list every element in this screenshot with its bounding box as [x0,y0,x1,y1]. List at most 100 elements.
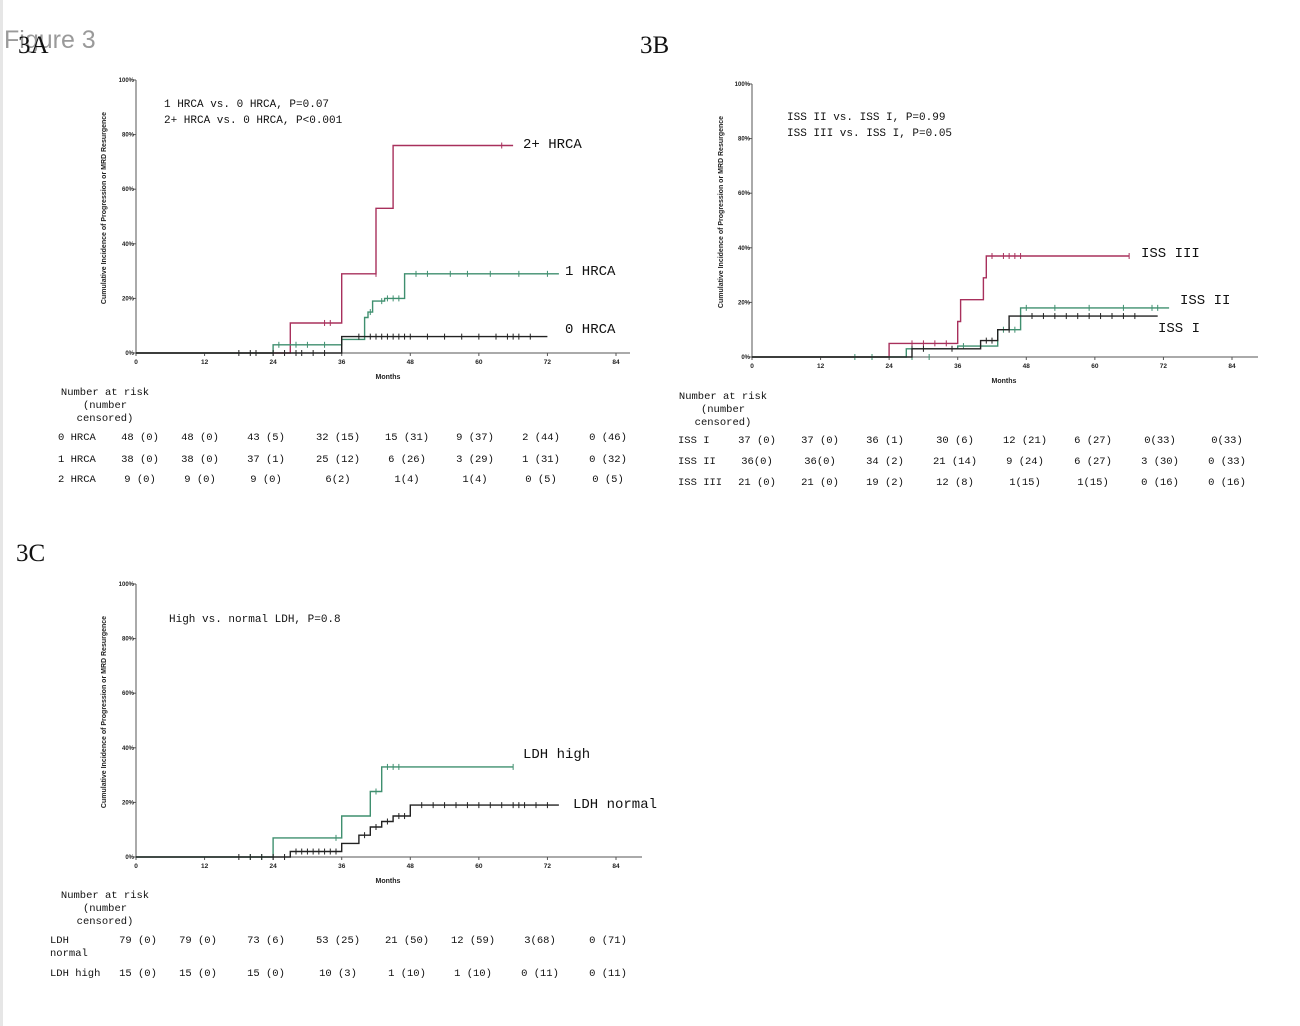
x-tick-label-3c: 60 [475,863,483,870]
risk-cell-3c: 21 (50) [384,935,430,947]
risk-cell-3b: 0 (16) [1208,477,1246,489]
y-axis-label-3a: Cumulative Incidence of Progression or M… [101,112,108,304]
series-line-3b-1 [752,307,1170,358]
risk-cell-3b: 0(33) [1144,435,1176,447]
x-tick-label-3c: 72 [544,863,552,870]
x-tick-label-3b: 0 [750,363,754,370]
p-value-annotation-3c: High vs. normal LDH, P=0.8 [169,614,341,626]
risk-cell-3b: 1(15) [1009,477,1041,489]
series-label-3a-1: 1 HRCA [565,264,616,280]
y-tick-label-3b: 40% [738,246,751,252]
risk-cell-3a: 0 (32) [589,454,627,466]
risk-cell-3b: 21 (0) [738,477,776,489]
y-tick-label-3c: 40% [122,746,135,752]
risk-cell-3c: 15 (0) [179,968,217,980]
risk-cell-3a: 9 (0) [124,474,156,486]
risk-cell-3c: 10 (3) [319,968,357,980]
x-axis-label-3c: Months [376,878,401,885]
risk-row-label-3b: ISS III [678,477,723,489]
y-tick-label-3b: 20% [738,300,751,306]
risk-cell-3a: 1(4) [394,474,420,486]
risk-cell-3c: 0 (71) [589,935,627,947]
page-left-border [0,0,3,1026]
series-label-3c-1: LDH normal [573,797,657,813]
series-label-3a-2: 0 HRCA [565,322,616,338]
risk-cell-3c: 79 (0) [179,935,217,947]
risk-cell-3b: 36 (1) [866,435,904,447]
series-line-3c-1 [136,804,559,858]
risk-cell-3b: 0(33) [1211,435,1243,447]
y-axis-label-3c: Cumulative Incidence of Progression or M… [101,616,108,808]
risk-cell-3a: 3 (29) [456,454,494,466]
risk-cell-3a: 43 (5) [247,432,285,444]
x-tick-label-3c: 36 [338,863,346,870]
risk-row-label-3b: ISS I [678,435,710,447]
risk-cell-3b: 34 (2) [866,456,904,468]
risk-row-label-3a: 0 HRCA [58,432,96,444]
p-value-annotation-3b: ISS III vs. ISS I, P=0.05 [787,128,952,140]
series-line-3c-0 [136,766,514,858]
x-tick-label-3c: 84 [612,863,620,870]
x-tick-label-3c: 0 [134,863,138,870]
y-tick-label-3b: 100% [735,82,751,88]
p-value-annotation-3a: 2+ HRCA vs. 0 HRCA, P<0.001 [164,115,343,127]
risk-cell-3a: 37 (1) [247,454,285,466]
risk-cell-3c: 0 (11) [521,968,559,980]
x-tick-label-3b: 60 [1091,363,1099,370]
risk-row-label-3c: LDH normal [50,935,88,960]
risk-cell-3c: 53 (25) [315,935,361,947]
risk-cell-3b: 30 (6) [936,435,974,447]
risk-cell-3a: 15 (31) [384,432,430,444]
series-label-3c-0: LDH high [523,747,590,763]
x-tick-label-3a: 84 [612,359,620,366]
y-tick-label-3c: 20% [122,800,135,806]
series-label-3a-0: 2+ HRCA [523,137,582,153]
risk-cell-3a: 6(2) [325,474,351,486]
x-tick-label-3a: 48 [407,359,415,366]
y-tick-label-3c: 0% [125,855,134,861]
panel-label-3b: 3B [640,32,670,59]
x-tick-label-3a: 24 [270,359,278,366]
y-axis-label-3b: Cumulative Incidence of Progression or M… [718,116,725,308]
risk-row-label-3c: LDH high [50,968,101,980]
x-tick-label-3a: 60 [475,359,483,366]
risk-cell-3c: 73 (6) [247,935,285,947]
series-label-3b-1: ISS II [1180,293,1230,309]
risk-cell-3b: 36(0) [741,456,773,468]
risk-cell-3a: 9 (0) [250,474,282,486]
risk-cell-3a: 1 (31) [522,454,560,466]
y-tick-label-3a: 20% [122,296,135,302]
x-axis-label-3a: Months [376,374,401,381]
risk-cell-3b: 21 (14) [932,456,978,468]
risk-cell-3b: 36(0) [804,456,836,468]
x-tick-label-3a: 0 [134,359,138,366]
x-tick-label-3a: 12 [201,359,209,366]
y-tick-label-3a: 0% [125,351,134,357]
y-tick-label-3b: 0% [741,355,750,361]
p-value-annotation-3a: 1 HRCA vs. 0 HRCA, P=0.07 [164,99,329,111]
y-tick-label-3a: 40% [122,242,135,248]
risk-cell-3b: 12 (21) [1002,435,1048,447]
risk-table-header-3c: Number at risk (number censored) [60,890,150,928]
series-label-3b-2: ISS I [1158,321,1200,337]
risk-cell-3a: 9 (37) [456,432,494,444]
risk-cell-3a: 9 (0) [184,474,216,486]
risk-cell-3a: 6 (26) [388,454,426,466]
series-label-3b-0: ISS III [1141,246,1200,262]
risk-cell-3a: 48 (0) [181,432,219,444]
x-tick-label-3b: 72 [1160,363,1168,370]
x-axis-label-3b: Months [992,378,1017,385]
risk-cell-3a: 1(4) [462,474,488,486]
risk-cell-3c: 12 (59) [450,935,496,947]
y-tick-label-3b: 60% [738,191,751,197]
risk-cell-3a: 0 (5) [525,474,557,486]
risk-cell-3c: 0 (11) [589,968,627,980]
y-tick-label-3a: 60% [122,187,135,193]
x-tick-label-3a: 36 [338,359,346,366]
risk-cell-3b: 37 (0) [738,435,776,447]
x-tick-label-3b: 84 [1228,363,1236,370]
risk-cell-3b: 0 (16) [1141,477,1179,489]
figure-title: Figure 3 [4,26,96,54]
x-tick-label-3c: 12 [201,863,209,870]
